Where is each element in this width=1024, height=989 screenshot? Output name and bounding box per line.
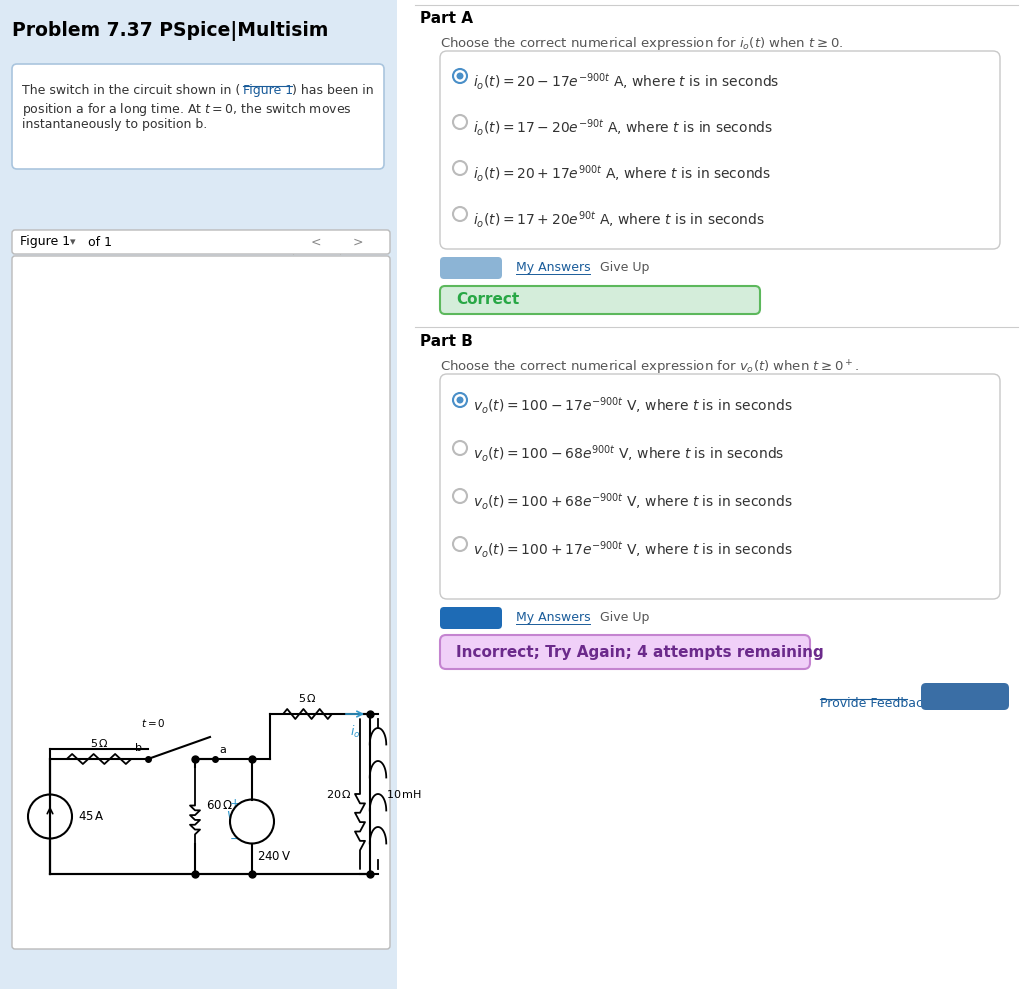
FancyBboxPatch shape — [440, 607, 502, 629]
Text: Give Up: Give Up — [600, 261, 649, 275]
Text: Figure 1: Figure 1 — [20, 235, 70, 248]
Text: Figure 1: Figure 1 — [243, 84, 293, 97]
Circle shape — [453, 161, 467, 175]
Text: a: a — [219, 745, 226, 755]
Text: Correct: Correct — [456, 293, 519, 308]
Text: $v_o(t) = 100 + 17e^{-900t}$ V, where $t$ is in seconds: $v_o(t) = 100 + 17e^{-900t}$ V, where $t… — [473, 539, 793, 560]
Text: Choose the correct numerical expression for $i_o(t)$ when $t \geq 0$.: Choose the correct numerical expression … — [440, 35, 843, 52]
FancyBboxPatch shape — [12, 256, 390, 949]
Circle shape — [453, 69, 467, 83]
Circle shape — [457, 397, 464, 404]
Text: $5\,\Omega$: $5\,\Omega$ — [298, 692, 317, 704]
Text: $5\,\Omega$: $5\,\Omega$ — [89, 737, 109, 749]
Bar — [397, 0, 1024, 989]
Text: −: − — [229, 833, 240, 846]
Text: +: + — [229, 797, 240, 810]
Text: Part A: Part A — [420, 11, 473, 26]
Text: Submit: Submit — [446, 261, 496, 275]
FancyBboxPatch shape — [440, 286, 760, 314]
FancyBboxPatch shape — [440, 374, 1000, 599]
Circle shape — [230, 799, 274, 844]
Text: $v_o(t) = 100 - 68e^{900t}$ V, where $t$ is in seconds: $v_o(t) = 100 - 68e^{900t}$ V, where $t$… — [473, 443, 784, 464]
Text: $60\,\Omega$: $60\,\Omega$ — [206, 799, 233, 812]
Text: $i_o(t) = 17 + 20e^{90t}$ A, where $t$ is in seconds: $i_o(t) = 17 + 20e^{90t}$ A, where $t$ i… — [473, 209, 765, 230]
FancyBboxPatch shape — [440, 51, 1000, 249]
FancyBboxPatch shape — [440, 635, 810, 669]
Text: Give Up: Give Up — [600, 611, 649, 624]
Text: $v_o(t) = 100 + 68e^{-900t}$ V, where $t$ is in seconds: $v_o(t) = 100 + 68e^{-900t}$ V, where $t… — [473, 491, 793, 512]
Circle shape — [453, 115, 467, 129]
Text: $45\,\mathrm{A}$: $45\,\mathrm{A}$ — [78, 810, 104, 823]
Text: $i_o(t) = 20 + 17e^{900t}$ A, where $t$ is in seconds: $i_o(t) = 20 + 17e^{900t}$ A, where $t$ … — [473, 163, 771, 184]
Text: $i_o$: $i_o$ — [350, 724, 360, 740]
Text: +: + — [245, 804, 257, 819]
Text: Provide Feedback: Provide Feedback — [820, 697, 930, 710]
Circle shape — [453, 207, 467, 221]
Circle shape — [457, 72, 464, 79]
Circle shape — [453, 537, 467, 551]
Text: −: − — [245, 824, 257, 839]
Text: Submit: Submit — [446, 611, 496, 624]
Text: $240\,\mathrm{V}$: $240\,\mathrm{V}$ — [257, 850, 291, 862]
FancyBboxPatch shape — [12, 230, 390, 254]
Text: Continue: Continue — [930, 689, 1000, 703]
Circle shape — [28, 794, 72, 839]
Text: $t = 0$: $t = 0$ — [140, 717, 165, 729]
Circle shape — [453, 393, 467, 407]
FancyBboxPatch shape — [440, 257, 502, 279]
Text: >: > — [352, 235, 364, 248]
Text: of 1: of 1 — [88, 235, 112, 248]
Text: b: b — [135, 743, 142, 753]
Text: The switch in the circuit shown in (: The switch in the circuit shown in ( — [22, 84, 241, 97]
Text: <: < — [310, 235, 322, 248]
Text: ▾: ▾ — [70, 237, 76, 247]
Text: $v_o(t) = 100 - 17e^{-900t}$ V, where $t$ is in seconds: $v_o(t) = 100 - 17e^{-900t}$ V, where $t… — [473, 395, 793, 416]
Text: Choose the correct numerical expression for $v_o(t)$ when $t \geq 0^+$.: Choose the correct numerical expression … — [440, 359, 859, 377]
FancyBboxPatch shape — [921, 683, 1009, 710]
Circle shape — [453, 441, 467, 455]
Text: Part B: Part B — [420, 334, 473, 349]
Text: $10\,\mathrm{mH}$: $10\,\mathrm{mH}$ — [386, 788, 422, 800]
Text: ) has been in: ) has been in — [292, 84, 374, 97]
Text: $i_o(t) = 17 - 20e^{-90t}$ A, where $t$ is in seconds: $i_o(t) = 17 - 20e^{-90t}$ A, where $t$ … — [473, 117, 773, 138]
Text: My Answers: My Answers — [516, 611, 591, 624]
Text: Incorrect; Try Again; 4 attempts remaining: Incorrect; Try Again; 4 attempts remaini… — [456, 645, 823, 660]
Text: Problem 7.37 PSpice|Multisim: Problem 7.37 PSpice|Multisim — [12, 21, 329, 41]
Text: position a for a long time. At $t = 0$, the switch moves: position a for a long time. At $t = 0$, … — [22, 101, 352, 118]
Bar — [0, 0, 397, 989]
Text: My Answers: My Answers — [516, 261, 591, 275]
FancyBboxPatch shape — [12, 64, 384, 169]
Circle shape — [453, 489, 467, 503]
Text: $i_o(t) = 20 - 17e^{-900t}$ A, where $t$ is in seconds: $i_o(t) = 20 - 17e^{-900t}$ A, where $t$… — [473, 71, 779, 92]
Text: instantaneously to position b.: instantaneously to position b. — [22, 118, 207, 131]
Text: $20\,\Omega$: $20\,\Omega$ — [326, 788, 352, 800]
Text: $v_o$: $v_o$ — [225, 810, 240, 823]
